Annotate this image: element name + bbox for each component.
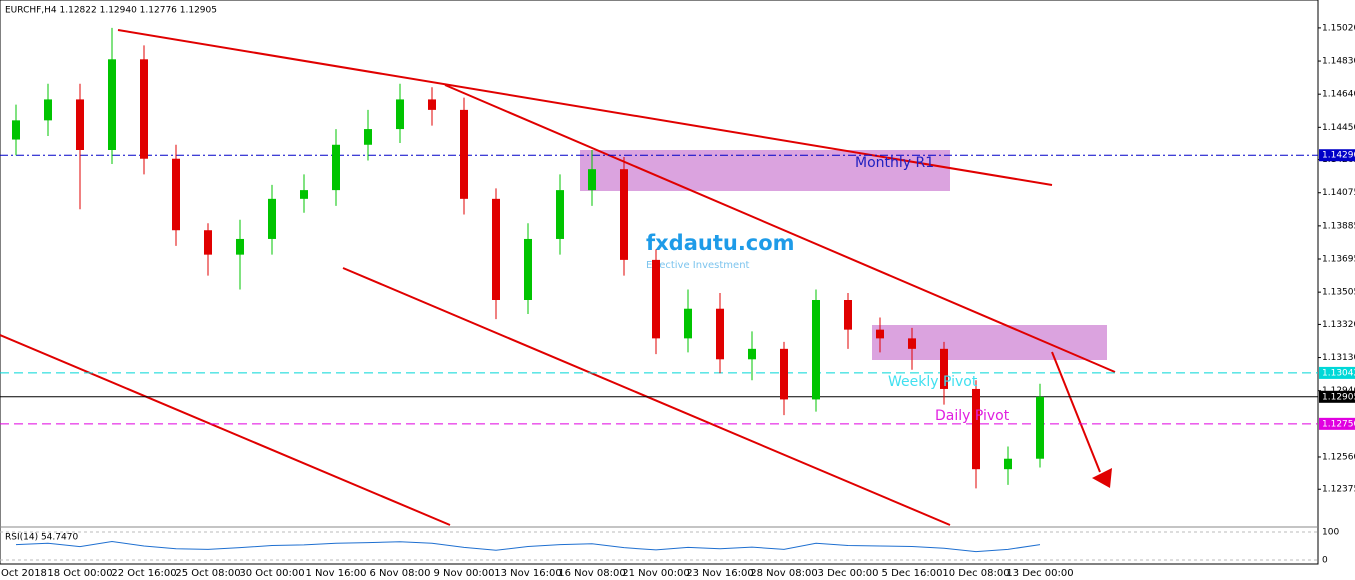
trendline (0, 334, 451, 526)
y-tick-label: 1.13130 (1322, 353, 1355, 363)
candle-body (1036, 396, 1044, 459)
y-tick-label: 1.12560 (1322, 452, 1355, 462)
y-tick-label: 1.13885 (1322, 221, 1355, 231)
candle-body (588, 169, 596, 191)
candle-body (268, 198, 276, 239)
arrow-head (1092, 468, 1112, 488)
level-label: 1.14290 (1322, 151, 1355, 161)
x-tick-label: 28 Nov 08:00 (750, 568, 817, 579)
candle-body (460, 109, 468, 199)
x-tick-label: 3 Dec 00:00 (818, 568, 879, 579)
watermark-subtitle: Effective Investment (646, 260, 750, 271)
candle-body (76, 99, 84, 150)
candle-body (972, 388, 980, 470)
level-tag (1319, 149, 1355, 162)
x-tick-label: 1 Nov 16:00 (305, 568, 366, 579)
annotation: Weekly Pivot (888, 374, 978, 390)
rsi-tick-label: 0 (1322, 556, 1328, 566)
candle-body (204, 230, 212, 255)
rsi-tick-label: 100 (1322, 528, 1339, 538)
candle-body (172, 158, 180, 231)
y-tick-label: 1.15020 (1322, 23, 1355, 33)
y-tick-label: 1.14830 (1322, 57, 1355, 67)
x-tick-label: 10 Dec 08:00 (942, 568, 1009, 579)
x-tick-label: 6 Nov 08:00 (369, 568, 430, 579)
candle-body (780, 348, 788, 400)
candle-body (524, 238, 532, 300)
annotation: Monthly R1 (855, 155, 934, 171)
x-tick-label: 16 Nov 08:00 (558, 568, 625, 579)
candle-body (1004, 458, 1012, 470)
x-tick-label: 9 Nov 00:00 (433, 568, 494, 579)
candle-body (300, 190, 308, 199)
trendline (117, 29, 1053, 186)
candle-body (332, 144, 340, 191)
candle-body (364, 129, 372, 145)
candle-body (12, 120, 20, 140)
candle-body (876, 329, 884, 339)
level-label: 1.12750 (1322, 419, 1355, 429)
x-tick-label: 15 Oct 2018 (0, 568, 47, 579)
watermark: fxdautu.com (646, 231, 795, 255)
candle-body (716, 308, 724, 360)
y-tick-label: 1.13320 (1322, 320, 1355, 330)
x-tick-label: 13 Nov 16:00 (494, 568, 561, 579)
y-tick-label: 1.13505 (1322, 288, 1355, 298)
resistance-zone (872, 325, 1107, 360)
trendline (444, 84, 1116, 373)
candle-body (812, 300, 820, 400)
candle-body (108, 59, 116, 151)
candle-body (236, 238, 244, 255)
candle-body (556, 190, 564, 239)
y-tick-label: 1.14640 (1322, 90, 1355, 100)
y-tick-label: 1.13695 (1322, 255, 1355, 265)
candle-body (396, 99, 404, 130)
level-tag (1319, 390, 1355, 403)
level-label: 1.13042 (1322, 368, 1355, 378)
candle-body (908, 338, 916, 349)
candle-body (652, 259, 660, 339)
candle-body (684, 308, 692, 339)
candle-body (140, 59, 148, 159)
candle-body (940, 348, 948, 389)
x-tick-label: 5 Dec 16:00 (882, 568, 943, 579)
candle-body (492, 198, 500, 300)
level-tag (1319, 417, 1355, 430)
y-tick-label: 1.14075 (1322, 188, 1355, 198)
candle-body (44, 99, 52, 121)
chart-title: EURCHF,H4 1.12822 1.12940 1.12776 1.1290… (5, 6, 217, 16)
arrow-shaft (1051, 351, 1101, 473)
y-tick-label: 1.14450 (1322, 123, 1355, 133)
level-tag (1319, 366, 1355, 379)
candle-body (620, 169, 628, 260)
x-tick-label: 23 Nov 16:00 (686, 568, 753, 579)
level-label: 1.12905 (1322, 392, 1355, 402)
x-tick-label: 13 Dec 00:00 (1006, 568, 1073, 579)
y-tick-label: 1.12375 (1322, 485, 1355, 495)
x-tick-label: 21 Nov 00:00 (622, 568, 689, 579)
annotation: Daily Pivot (935, 408, 1010, 424)
rsi-title: RSI(14) 54.7470 (5, 533, 78, 543)
x-tick-label: 22 Oct 16:00 (111, 568, 176, 579)
x-tick-label: 18 Oct 00:00 (47, 568, 112, 579)
candle-body (748, 348, 756, 360)
candle-body (844, 300, 852, 330)
rsi-line (15, 541, 1041, 553)
candle-body (428, 99, 436, 110)
x-tick-label: 25 Oct 08:00 (175, 568, 240, 579)
x-tick-label: 30 Oct 00:00 (239, 568, 304, 579)
